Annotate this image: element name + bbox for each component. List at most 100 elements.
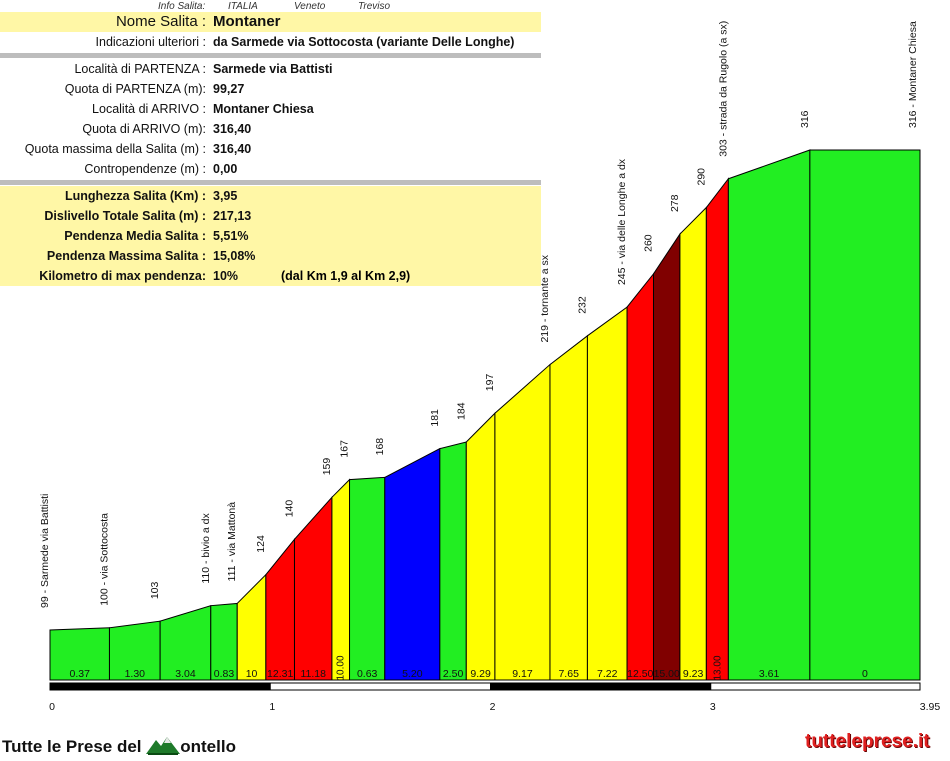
axis-tick-label: 0 — [49, 701, 55, 713]
profile-segment — [265, 537, 295, 681]
dislivello-label: Dislivello Totale Salita (m) : — [44, 209, 206, 223]
footer-brand-text-2: ontello — [180, 736, 236, 756]
grade-label: 0.83 — [214, 668, 235, 680]
axis-tick-label: 2 — [490, 701, 496, 713]
elevation-label: 219 - tornante a sx — [539, 254, 551, 342]
row-quota-max: Quota massima della Salita (m) : 316,40 — [0, 139, 541, 159]
row-indicazioni: Indicazioni ulteriori : da Sarmede via S… — [0, 32, 541, 52]
elevation-label: 110 - bivio a dx — [200, 512, 212, 583]
profile-segment — [679, 206, 707, 681]
grade-label: 10.00 — [336, 655, 347, 680]
indicazioni-value: da Sarmede via Sottocosta (variante Dell… — [213, 35, 515, 49]
contropendenze-label: Contropendenze (m) : — [84, 162, 206, 176]
profile-segment — [236, 573, 267, 681]
climb-info-panel: Nome Salita : Montaner Indicazioni ulter… — [0, 12, 541, 286]
elevation-label: 232 — [576, 296, 588, 314]
row-pendenza-massima: Pendenza Massima Salita : 15,08% — [0, 246, 541, 266]
profile-segment — [349, 476, 386, 681]
axis-km-band — [49, 682, 271, 691]
grade-label: 3.04 — [175, 668, 196, 680]
elevation-label: 167 — [339, 440, 351, 458]
elevation-label: 316 — [799, 110, 811, 128]
grade-label: 11.18 — [300, 668, 326, 680]
elevation-label: 181 — [429, 409, 441, 427]
elevation-label: 111 - via Mattonà — [226, 502, 238, 582]
elevation-label: 316 - Montaner Chiesa — [907, 21, 919, 128]
province-label: Treviso — [358, 1, 391, 12]
grade-label: 15.00 — [654, 668, 680, 680]
axis-tick-label: 3.95 — [920, 701, 941, 713]
profile-segment — [331, 478, 351, 681]
grade-label: 7.65 — [558, 668, 579, 680]
row-arrivo: Località di ARRIVO : Montaner Chiesa — [0, 99, 541, 119]
footer-site-link[interactable]: tutteleprese.it — [805, 731, 930, 752]
elevation-label: 99 - Sarmede via Battisti — [39, 494, 51, 608]
quota-partenza-label: Quota di PARTENZA (m): — [64, 82, 206, 96]
lunghezza-value: 3,95 — [213, 189, 238, 203]
row-contropendenze: Contropendenze (m) : 0,00 — [0, 159, 541, 179]
row-quota-partenza: Quota di PARTENZA (m): 99,27 — [0, 79, 541, 99]
profile-segment — [626, 272, 654, 681]
quota-arrivo-value: 316,40 — [213, 122, 252, 136]
grade-label: 9.17 — [512, 668, 533, 680]
arrivo-value: Montaner Chiesa — [213, 102, 314, 116]
grade-label: 10 — [246, 668, 258, 680]
elevation-labels: 99 - Sarmede via Battisti 100 - via Sotto… — [39, 21, 919, 608]
quota-max-label: Quota massima della Salita (m) : — [24, 142, 206, 156]
lunghezza-label: Lunghezza Salita (Km) : — [65, 189, 206, 203]
nome-salita-label: Nome Salita : — [115, 13, 206, 30]
axis-tick-label: 3 — [710, 701, 716, 713]
footer-brand-text: Tutte le Prese del — [2, 736, 142, 756]
quota-partenza-value: 99,27 — [213, 82, 245, 96]
axis-tick-label: 1 — [269, 701, 275, 713]
grade-label: 0.37 — [70, 668, 91, 680]
elevation-label: 168 — [374, 438, 386, 456]
grade-labels: 0.37 1.30 3.04 0.83 10 12.31 11.18 10.00 0.63 5.2… — [70, 655, 868, 680]
partenza-value: Sarmede via Battisti — [213, 62, 333, 76]
grade-label: 5.20 — [402, 668, 423, 680]
header-strip: Info Salita: ITALIA Veneto Treviso — [0, 0, 950, 12]
profile-segment — [465, 412, 496, 681]
elevation-label: 140 — [283, 500, 295, 518]
profile-segment — [586, 306, 628, 681]
profile-segment — [809, 149, 921, 681]
elevation-label: 290 — [695, 168, 707, 186]
elevation-label: 197 — [484, 374, 496, 392]
elevation-label: 159 — [321, 458, 333, 476]
elevation-label: 245 - via delle Longhe a dx — [616, 158, 628, 285]
elevation-label: 124 — [255, 535, 267, 553]
axis-km-band — [269, 682, 492, 691]
grade-label: 9.29 — [470, 668, 491, 680]
profile-segment — [652, 232, 681, 681]
elevation-label: 103 — [149, 581, 161, 599]
profile-segment — [439, 441, 467, 681]
grade-label: 12.31 — [267, 668, 293, 680]
row-partenza: Località di PARTENZA : Sarmede via Batti… — [0, 59, 541, 79]
row-km-max: Kilometro di max pendenza: 10% (dal Km 1… — [0, 266, 541, 286]
footer-brand: Tutte le Prese del ontello — [2, 734, 236, 761]
distance-axis: 0 1 2 3 3.95 — [49, 682, 941, 713]
grade-label: 12.50 — [627, 668, 653, 680]
grade-label: 0 — [862, 668, 868, 680]
km-max-range: (dal Km 1,9 al Km 2,9) — [281, 269, 411, 283]
profile-segments — [49, 149, 921, 681]
km-max-label: Kilometro di max pendenza: — [39, 269, 206, 283]
profile-segment — [293, 495, 333, 681]
separator — [0, 180, 541, 185]
row-pendenza-media: Pendenza Media Salita : 5,51% — [0, 226, 541, 246]
info-salita-label: Info Salita: — [158, 1, 206, 12]
grade-label: 0.63 — [357, 668, 378, 680]
pendenza-media-value: 5,51% — [213, 229, 249, 243]
country-label: ITALIA — [228, 1, 258, 12]
pendenza-massima-value: 15,08% — [213, 249, 256, 263]
profile-segment — [549, 334, 588, 681]
km-max-value: 10% — [213, 269, 239, 283]
profile-segment — [494, 363, 551, 681]
separator — [0, 53, 541, 58]
elevation-label: 303 - strada da Rugolo (a sx) — [717, 21, 729, 157]
profile-segment — [727, 149, 811, 681]
grade-label: 7.22 — [597, 668, 618, 680]
dislivello-value: 217,13 — [213, 209, 252, 223]
partenza-label: Località di PARTENZA : — [74, 62, 206, 76]
nome-salita-value: Montaner — [213, 13, 281, 30]
